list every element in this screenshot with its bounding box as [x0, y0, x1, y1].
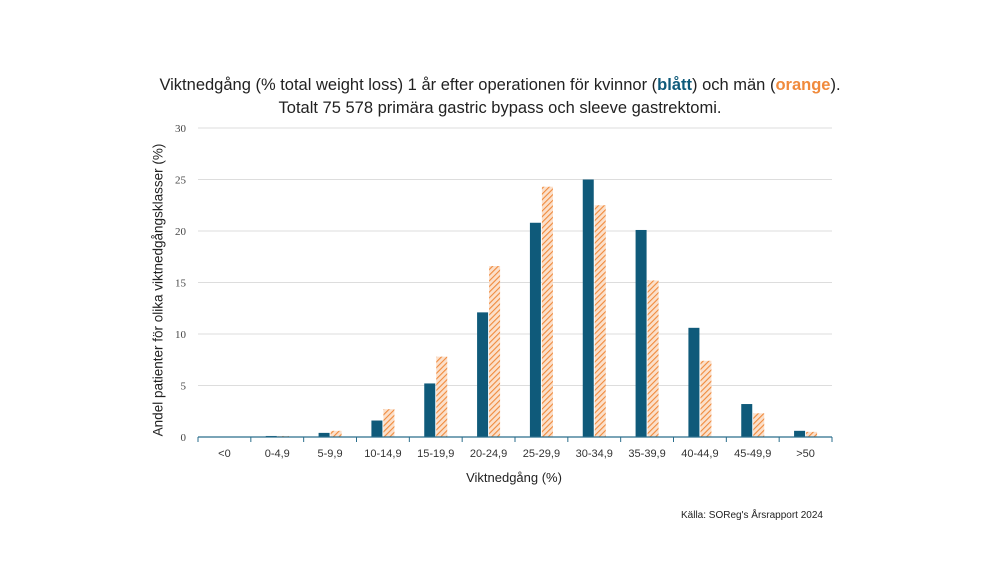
title-orange-word: orange: [775, 76, 831, 94]
y-tick-label: 15: [175, 278, 187, 290]
bar-kvinnor-3: [371, 420, 383, 437]
bar-kvinnor-2: [318, 432, 330, 437]
bar-kvinnor-9: [688, 327, 700, 437]
x-tick-label: 20-24,9: [470, 448, 507, 460]
y-axis: 0 5 10 15 20 25 30: [175, 123, 187, 444]
x-tick-label: >50: [796, 448, 815, 460]
bar-kvinnor-10: [741, 404, 753, 437]
bar-kvinnor-6: [529, 222, 541, 437]
bar-kvinnor-4: [424, 383, 436, 437]
x-tick-label: 45-49,9: [734, 448, 771, 460]
title-text-2: ) och män (: [692, 76, 776, 94]
bar-män-2: [330, 430, 342, 437]
x-axis: <0 0-4,9 5-9,9 10-14,9 15-19,9 20-24,9 25-29,9…: [197, 436, 833, 460]
x-tick-label: 30-34,9: [576, 448, 613, 460]
bar-män-5: [489, 266, 501, 437]
x-tick-label: 5-9,9: [318, 448, 343, 460]
bars: [265, 179, 818, 437]
title-text-3: ). Totalt 75 578 primära gastric bypass …: [278, 76, 841, 117]
x-tick-label: 10-14,9: [364, 448, 401, 460]
title-text-1: Viktnedgång (% total weight loss) 1 år e…: [159, 76, 658, 94]
bar-män-7: [594, 205, 606, 437]
bar-män-8: [647, 280, 659, 437]
y-tick-label: 5: [181, 381, 187, 393]
x-axis-label: Viktnedgång (%): [466, 470, 562, 485]
y-tick-label: 10: [175, 329, 187, 341]
bar-män-3: [383, 409, 395, 437]
x-tick-label: 40-44,9: [681, 448, 718, 460]
bar-kvinnor-11: [794, 430, 806, 437]
x-tick-label: <0: [218, 448, 231, 460]
chart-title: Viktnedgång (% total weight loss) 1 år e…: [150, 74, 850, 120]
grid-lines: [198, 127, 832, 386]
y-tick-label: 20: [175, 226, 187, 238]
bar-män-6: [541, 186, 553, 437]
x-tick-label: 25-29,9: [523, 448, 560, 460]
source-note: Källa: SOReg's Årsrapport 2024: [681, 510, 823, 521]
x-tick-label: 0-4,9: [265, 448, 290, 460]
title-blue-word: blått: [657, 76, 692, 94]
bar-kvinnor-7: [582, 179, 594, 437]
bar-kvinnor-5: [477, 312, 489, 437]
y-tick-label: 25: [175, 175, 187, 187]
bar-män-4: [436, 356, 448, 437]
bar-män-9: [700, 360, 712, 437]
y-tick-label: 0: [181, 432, 187, 444]
bar-män-11: [806, 431, 818, 437]
bar-kvinnor-8: [635, 229, 647, 437]
bar-män-10: [753, 413, 765, 437]
y-tick-label: 30: [175, 123, 187, 135]
x-tick-label: 15-19,9: [417, 448, 454, 460]
x-tick-label: 35-39,9: [628, 448, 665, 460]
